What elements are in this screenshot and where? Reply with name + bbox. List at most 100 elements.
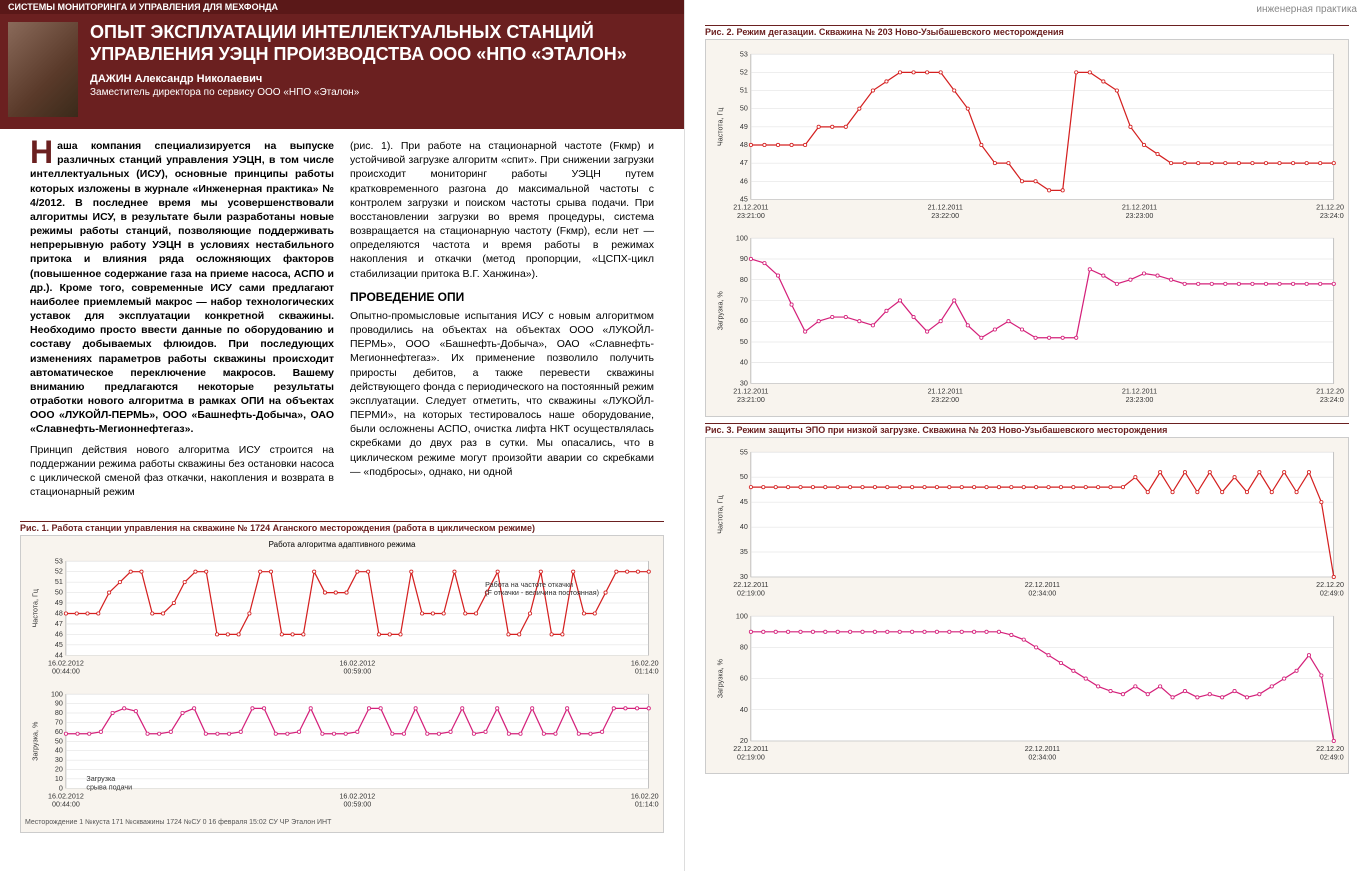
svg-text:23:24:00: 23:24:00	[1320, 212, 1344, 220]
svg-text:60: 60	[740, 674, 748, 682]
svg-text:02:49:00: 02:49:00	[1320, 590, 1344, 598]
svg-text:Частота, Гц: Частота, Гц	[716, 108, 724, 146]
svg-text:45: 45	[55, 641, 63, 649]
svg-text:30: 30	[740, 380, 748, 388]
svg-text:50: 50	[740, 338, 748, 346]
svg-text:45: 45	[740, 498, 748, 506]
figure-3: Рис. 3. Режим защиты ЭПО при низкой загр…	[705, 423, 1349, 774]
svg-text:16.02.2012: 16.02.2012	[631, 793, 659, 801]
svg-text:100: 100	[736, 234, 748, 242]
svg-text:16.02.2012: 16.02.2012	[339, 660, 375, 668]
svg-text:23:24:00: 23:24:00	[1320, 396, 1344, 404]
svg-text:22.12.2011: 22.12.2011	[1316, 581, 1344, 589]
svg-text:0: 0	[59, 785, 63, 793]
fig1-chart-top: 4445464748495051525316.02.201200:44:0016…	[25, 551, 659, 684]
svg-text:23:23:00: 23:23:00	[1126, 212, 1154, 220]
svg-text:23:22:00: 23:22:00	[931, 396, 959, 404]
header-banner: СИСТЕМЫ МОНИТОРИНГА И УПРАВЛЕНИЯ ДЛЯ МЕХ…	[0, 0, 684, 129]
svg-text:50: 50	[740, 473, 748, 481]
svg-text:46: 46	[55, 631, 63, 639]
svg-text:80: 80	[740, 643, 748, 651]
svg-text:02:34:00: 02:34:00	[1028, 753, 1056, 761]
svg-text:Загрузка, %: Загрузка, %	[716, 291, 724, 331]
fig2-chart-top: 45464748495051525321.12.201123:21:0021.1…	[710, 44, 1344, 228]
svg-text:16.02.2012: 16.02.2012	[48, 793, 84, 801]
svg-text:51: 51	[740, 87, 748, 95]
fig1-title: Рис. 1. Работа станции управления на скв…	[20, 521, 664, 533]
author-role: Заместитель директора по сервису ООО «НП…	[90, 87, 676, 98]
svg-text:51: 51	[55, 578, 63, 586]
svg-text:49: 49	[740, 123, 748, 131]
svg-text:47: 47	[55, 620, 63, 628]
svg-text:70: 70	[55, 719, 63, 727]
author-photo	[8, 22, 78, 117]
svg-text:Загрузка, %: Загрузка, %	[716, 658, 724, 698]
svg-text:40: 40	[740, 359, 748, 367]
svg-text:Загрузка, %: Загрузка, %	[31, 721, 39, 761]
svg-text:50: 50	[740, 105, 748, 113]
svg-text:90: 90	[740, 255, 748, 263]
svg-text:52: 52	[55, 568, 63, 576]
svg-text:48: 48	[55, 610, 63, 618]
svg-text:01:14:00: 01:14:00	[635, 668, 659, 676]
svg-text:21.12.2011: 21.12.2011	[928, 204, 963, 212]
svg-text:срыва подачи: срыва подачи	[86, 784, 132, 792]
fig1-chart-bottom: 010203040506070809010016.02.201200:44:00…	[25, 684, 659, 817]
svg-text:Работа на частоте откачки: Работа на частоте откачки	[485, 581, 573, 589]
svg-text:00:44:00: 00:44:00	[52, 668, 80, 676]
svg-text:100: 100	[51, 690, 63, 698]
svg-text:40: 40	[740, 706, 748, 714]
svg-text:22.12.2011: 22.12.2011	[733, 745, 768, 753]
svg-text:Загрузка: Загрузка	[86, 775, 115, 783]
svg-text:44: 44	[55, 652, 63, 660]
right-page: инженерная практика Рис. 2. Режим дегаза…	[685, 0, 1369, 871]
svg-text:45: 45	[740, 195, 748, 203]
svg-text:20: 20	[740, 737, 748, 745]
svg-text:23:21:00: 23:21:00	[737, 212, 765, 220]
svg-text:10: 10	[55, 775, 63, 783]
svg-text:00:59:00: 00:59:00	[343, 801, 371, 809]
article-body: Наша компания специализируется на выпуск…	[0, 129, 684, 515]
author-name: ДАЖИН Александр Николаевич	[90, 73, 676, 85]
svg-text:90: 90	[55, 700, 63, 708]
lead-text: аша компания специализируется на выпуске…	[30, 140, 334, 435]
svg-text:49: 49	[55, 599, 63, 607]
svg-text:53: 53	[55, 558, 63, 566]
fig3-chart-bottom: 2040608010022.12.201102:19:0022.12.20110…	[710, 606, 1344, 770]
article-title: ОПЫТ ЭКСПЛУАТАЦИИ ИНТЕЛЛЕКТУАЛЬНЫХ СТАНЦ…	[90, 22, 676, 65]
svg-text:01:14:00: 01:14:00	[635, 801, 659, 809]
fig3-title: Рис. 3. Режим защиты ЭПО при низкой загр…	[705, 423, 1349, 435]
svg-text:30: 30	[55, 756, 63, 764]
svg-text:20: 20	[55, 766, 63, 774]
svg-text:50: 50	[55, 589, 63, 597]
fig2-title: Рис. 2. Режим дегазации. Скважина № 203 …	[705, 25, 1349, 37]
svg-text:52: 52	[740, 68, 748, 76]
svg-text:(F откачки - величина постоянн: (F откачки - величина постоянная)	[485, 589, 599, 597]
svg-text:22.12.2011: 22.12.2011	[1025, 745, 1060, 753]
svg-text:02:19:00: 02:19:00	[737, 753, 765, 761]
svg-text:16.02.2012: 16.02.2012	[339, 793, 375, 801]
svg-text:80: 80	[55, 709, 63, 717]
svg-text:22.12.2011: 22.12.2011	[733, 581, 768, 589]
svg-text:47: 47	[740, 159, 748, 167]
svg-text:21.12.2011: 21.12.2011	[733, 388, 768, 396]
fig3-chart-top: 30354045505522.12.201102:19:0022.12.2011…	[710, 442, 1344, 606]
svg-text:50: 50	[55, 738, 63, 746]
svg-text:40: 40	[740, 523, 748, 531]
category-bar: СИСТЕМЫ МОНИТОРИНГА И УПРАВЛЕНИЯ ДЛЯ МЕХ…	[0, 0, 684, 14]
figure-2: Рис. 2. Режим дегазации. Скважина № 203 …	[705, 25, 1349, 417]
svg-text:00:59:00: 00:59:00	[343, 668, 371, 676]
svg-text:53: 53	[740, 50, 748, 58]
svg-text:21.12.2011: 21.12.2011	[928, 388, 963, 396]
svg-text:22.12.2011: 22.12.2011	[1025, 581, 1060, 589]
svg-text:22.12.2011: 22.12.2011	[1316, 745, 1344, 753]
column-left: Наша компания специализируется на выпуск…	[30, 139, 334, 505]
svg-text:02:34:00: 02:34:00	[1028, 590, 1056, 598]
fig2-chart-bottom: 3040506070809010021.12.201123:21:0021.12…	[710, 228, 1344, 412]
svg-text:40: 40	[55, 747, 63, 755]
figure-1: Рис. 1. Работа станции управления на скв…	[20, 521, 664, 833]
svg-text:21.12.2011: 21.12.2011	[1316, 204, 1344, 212]
svg-text:100: 100	[736, 612, 748, 620]
svg-text:21.12.2011: 21.12.2011	[1122, 204, 1157, 212]
svg-text:70: 70	[740, 297, 748, 305]
